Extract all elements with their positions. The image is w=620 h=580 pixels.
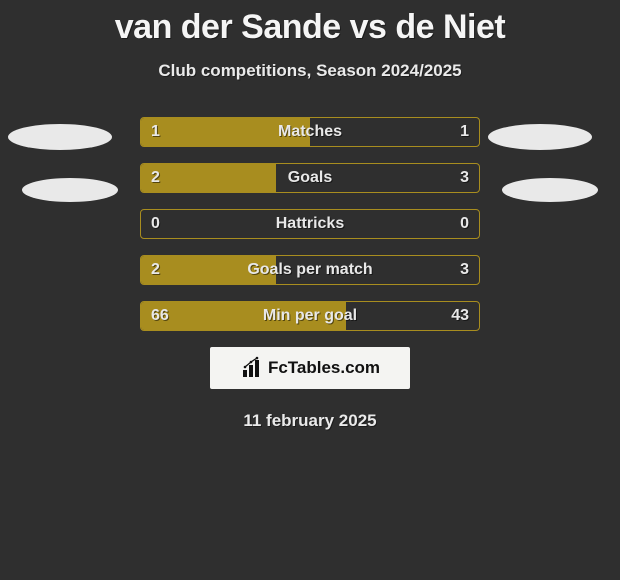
stat-value-left: 0 bbox=[151, 210, 160, 238]
player-right-oval-2 bbox=[502, 178, 598, 202]
stat-row: 2Goals3 bbox=[140, 163, 480, 193]
stat-row: 2Goals per match3 bbox=[140, 255, 480, 285]
stat-bar-fill bbox=[141, 118, 310, 146]
page-title: van der Sande vs de Niet bbox=[0, 0, 620, 47]
page-subtitle: Club competitions, Season 2024/2025 bbox=[0, 61, 620, 81]
stat-value-left: 2 bbox=[151, 164, 160, 192]
player-left-oval-1 bbox=[8, 124, 112, 150]
stat-value-left: 1 bbox=[151, 118, 160, 146]
stat-bar-fill bbox=[141, 164, 276, 192]
stat-bar-fill bbox=[141, 256, 276, 284]
stat-label: Hattricks bbox=[141, 210, 479, 238]
player-right-oval-1 bbox=[488, 124, 592, 150]
stat-row: 0Hattricks0 bbox=[140, 209, 480, 239]
stat-bar-fill bbox=[141, 302, 346, 330]
stat-value-right: 3 bbox=[460, 256, 469, 284]
stat-value-left: 66 bbox=[151, 302, 169, 330]
comparison-chart: 1Matches1 2Goals3 0Hattricks0 2Goals per ma… bbox=[140, 117, 480, 331]
generated-date: 11 february 2025 bbox=[0, 411, 620, 431]
bars-icon bbox=[240, 356, 264, 380]
stat-value-right: 43 bbox=[451, 302, 469, 330]
brand-text: FcTables.com bbox=[268, 358, 380, 378]
stat-row: 1Matches1 bbox=[140, 117, 480, 147]
player-left-oval-2 bbox=[22, 178, 118, 202]
stat-value-left: 2 bbox=[151, 256, 160, 284]
stat-value-right: 3 bbox=[460, 164, 469, 192]
stat-value-right: 1 bbox=[460, 118, 469, 146]
brand-logo: FcTables.com bbox=[210, 347, 410, 389]
stat-row: 66Min per goal43 bbox=[140, 301, 480, 331]
stat-value-right: 0 bbox=[460, 210, 469, 238]
